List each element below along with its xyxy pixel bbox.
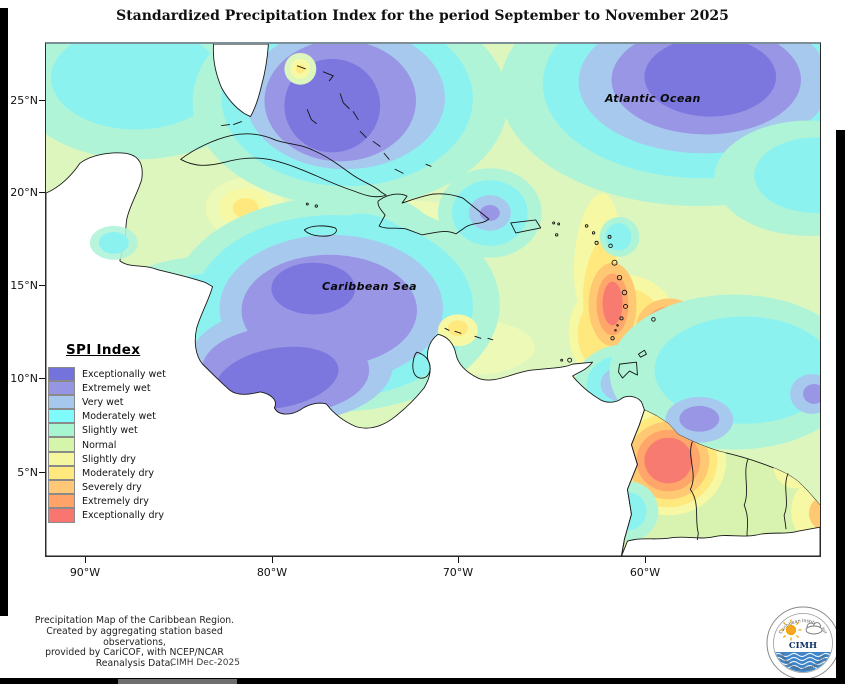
legend-title: SPI Index — [66, 342, 141, 358]
lat-tick-label: 5°N — [17, 466, 38, 479]
legend-label: Extremely wet — [82, 382, 151, 394]
puerto-rico — [510, 219, 542, 234]
page-title: Standardized Precipitation Index for the… — [116, 8, 729, 24]
legend-swatch — [48, 451, 75, 466]
lat-tick-label: 25°N — [10, 94, 38, 107]
legend-label: Slightly wet — [82, 425, 138, 437]
lon-tick-mark — [645, 557, 646, 563]
legend-label: Very wet — [82, 396, 124, 408]
footer-description: Precipitation Map of the Caribbean Regio… — [22, 615, 247, 670]
legend-row: Severely dry — [48, 480, 218, 495]
legend-row: Normal — [48, 437, 218, 452]
legend-swatch — [48, 437, 75, 452]
map-canvas — [46, 44, 820, 556]
footer-line: Precipitation Map of the Caribbean Regio… — [34, 615, 235, 626]
legend-label: Extremely dry — [82, 496, 149, 508]
lake-maracaibo — [412, 351, 431, 379]
legend-row: Exceptionally dry — [48, 508, 218, 523]
cuba — [180, 133, 387, 198]
legend-label: Exceptionally wet — [82, 368, 166, 380]
map-frame — [45, 42, 821, 557]
legend-label: Normal — [82, 439, 117, 451]
logo-acronym: CIMH — [789, 641, 817, 651]
abc-islands — [444, 327, 494, 341]
caribbean-sea-label: Caribbean Sea — [322, 280, 417, 293]
legend-label: Exceptionally dry — [82, 510, 165, 522]
legend-swatch — [48, 366, 75, 381]
bahamas — [296, 65, 432, 174]
legend-swatch — [48, 394, 75, 410]
credit-line: CIMH Dec-2025 — [170, 658, 240, 668]
cimh-logo: Caribbean Institute for CIMH — [766, 606, 840, 680]
lat-tick-mark — [39, 100, 45, 101]
legend-row: Extremely dry — [48, 494, 218, 509]
lon-tick-label: 70°W — [442, 566, 474, 579]
legend-swatch — [48, 409, 75, 424]
legend-swatch — [48, 494, 75, 509]
lat-tick-mark — [39, 472, 45, 473]
florida — [212, 44, 269, 118]
window-edge-bottom — [0, 678, 845, 684]
lon-tick-mark — [272, 557, 273, 563]
legend-label: Moderately dry — [82, 467, 155, 479]
lon-tick-mark — [458, 557, 459, 563]
hispaniola — [377, 193, 490, 236]
legend-row: Very wet — [48, 394, 218, 410]
lon-tick-label: 80°W — [256, 566, 288, 579]
atlantic-ocean-label: Atlantic Ocean — [605, 92, 701, 105]
footer-line: Created by aggregating station based obs… — [46, 625, 223, 648]
coastal-spots — [89, 225, 138, 260]
lat-tick-label: 10°N — [10, 372, 38, 385]
legend-row: Slightly wet — [48, 423, 218, 438]
spi-legend: SPI Index Exceptionally wet Extremely wet… — [48, 342, 218, 523]
lon-tick-label: 90°W — [69, 566, 101, 579]
sun-icon — [780, 619, 802, 641]
legend-swatch — [48, 380, 75, 395]
legend-swatch — [48, 508, 75, 523]
lat-tick-label: 20°N — [10, 186, 38, 199]
jamaica — [303, 225, 337, 237]
legend-label: Moderately wet — [82, 411, 156, 423]
cloud-icon — [805, 622, 823, 635]
legend-swatch — [48, 423, 75, 438]
legend-label: Slightly dry — [82, 453, 136, 465]
lon-tick-label: 60°W — [629, 566, 661, 579]
borders-overlay — [621, 409, 820, 556]
legend-row: Extremely wet — [48, 380, 218, 395]
lat-tick-mark — [39, 285, 45, 286]
trinidad — [618, 361, 638, 379]
logo-waves — [774, 652, 832, 672]
window-edge-left — [0, 8, 8, 616]
legend-row: Moderately dry — [48, 465, 218, 480]
lat-tick-mark — [39, 378, 45, 379]
window-edge-right — [836, 130, 845, 684]
legend-label: Severely dry — [82, 482, 142, 494]
tobago — [638, 349, 647, 358]
lon-tick-mark — [85, 557, 86, 563]
window-edge-bottom-segment — [118, 679, 237, 684]
islands — [180, 65, 656, 379]
lat-tick-mark — [39, 192, 45, 193]
legend-items: Exceptionally wet Extremely wet Very wet Mo… — [48, 366, 218, 523]
legend-swatch — [48, 480, 75, 495]
legend-swatch — [48, 465, 75, 480]
florida-keys — [221, 121, 242, 126]
lat-tick-label: 15°N — [10, 279, 38, 292]
legend-row: Moderately wet — [48, 409, 218, 424]
footer-line: provided by CariCOF, with NCEP/NCAR Rean… — [45, 647, 224, 670]
legend-row: Slightly dry — [48, 451, 218, 466]
legend-row: Exceptionally wet — [48, 366, 218, 381]
